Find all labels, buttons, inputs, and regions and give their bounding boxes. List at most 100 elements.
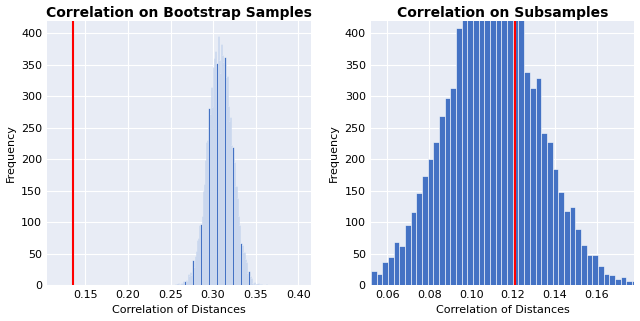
Bar (399, 246, 405, 285)
Bar (251, 278, 252, 285)
Bar (266, 284, 267, 285)
Bar (332, 283, 337, 285)
Bar (243, 252, 244, 285)
Bar (188, 274, 189, 285)
Bar (191, 275, 193, 285)
Bar (177, 283, 179, 285)
Y-axis label: Frequency: Frequency (6, 124, 15, 182)
Bar (213, 67, 214, 285)
Bar (255, 284, 257, 285)
Bar (197, 240, 198, 285)
Bar (598, 265, 604, 285)
Bar (496, 0, 502, 285)
Bar (632, 281, 637, 285)
Bar (592, 255, 598, 285)
Bar (182, 283, 183, 285)
Bar (405, 225, 411, 285)
Bar (252, 282, 253, 285)
Bar (247, 273, 248, 285)
Bar (229, 121, 230, 285)
Bar (502, 0, 507, 285)
X-axis label: Correlation of Distances: Correlation of Distances (436, 306, 570, 316)
Bar (204, 184, 205, 285)
Bar (190, 272, 191, 285)
Bar (473, 4, 479, 285)
Bar (342, 284, 348, 285)
Bar (433, 142, 439, 285)
Bar (524, 72, 530, 285)
Bar (235, 186, 236, 285)
Bar (570, 207, 575, 285)
Bar (552, 169, 558, 285)
Bar (236, 186, 237, 285)
Bar (479, 0, 484, 285)
Bar (214, 58, 215, 285)
Bar (260, 284, 261, 285)
X-axis label: Correlation of Distances: Correlation of Distances (112, 306, 246, 316)
Bar (230, 117, 231, 285)
Bar (234, 162, 235, 285)
Bar (388, 257, 394, 285)
Bar (445, 98, 451, 285)
Bar (219, 60, 220, 285)
Bar (536, 78, 541, 285)
Bar (189, 276, 190, 285)
Bar (239, 225, 241, 285)
Bar (354, 279, 360, 285)
Bar (225, 77, 227, 285)
Bar (558, 192, 564, 285)
Bar (203, 191, 204, 285)
Bar (241, 245, 243, 285)
Bar (490, 0, 496, 285)
Bar (253, 284, 254, 285)
Bar (206, 142, 207, 285)
Bar (238, 216, 239, 285)
Bar (231, 145, 232, 285)
Bar (467, 0, 473, 285)
Bar (184, 281, 186, 285)
Bar (187, 281, 188, 285)
Bar (394, 242, 399, 285)
Bar (209, 114, 211, 285)
Bar (193, 267, 195, 285)
Bar (223, 62, 225, 285)
Bar (609, 275, 615, 285)
Bar (422, 176, 428, 285)
Bar (218, 36, 219, 285)
Bar (202, 216, 203, 285)
Bar (518, 0, 524, 285)
Bar (215, 51, 216, 285)
Bar (547, 142, 552, 285)
Bar (604, 274, 609, 285)
Bar (216, 63, 218, 285)
Bar (507, 1, 513, 285)
Title: Correlation on Subsamples: Correlation on Subsamples (397, 5, 608, 20)
Bar (220, 73, 221, 285)
Bar (637, 284, 640, 285)
Bar (541, 133, 547, 285)
Bar (586, 255, 592, 285)
Bar (211, 87, 212, 285)
Bar (222, 55, 223, 285)
Bar (200, 224, 202, 285)
Bar (462, 20, 467, 285)
Bar (626, 281, 632, 285)
Bar (360, 279, 365, 285)
Bar (417, 193, 422, 285)
Bar (196, 251, 197, 285)
Bar (237, 198, 238, 285)
Bar (377, 274, 382, 285)
Bar (564, 211, 570, 285)
Bar (428, 159, 433, 285)
Bar (175, 284, 177, 285)
Bar (615, 279, 621, 285)
Title: Correlation on Bootstrap Samples: Correlation on Bootstrap Samples (46, 5, 312, 20)
Bar (348, 282, 354, 285)
Bar (199, 225, 200, 285)
Bar (179, 284, 180, 285)
Bar (195, 256, 196, 285)
Bar (575, 229, 581, 285)
Bar (456, 28, 462, 285)
Bar (183, 281, 184, 285)
Bar (205, 160, 206, 285)
